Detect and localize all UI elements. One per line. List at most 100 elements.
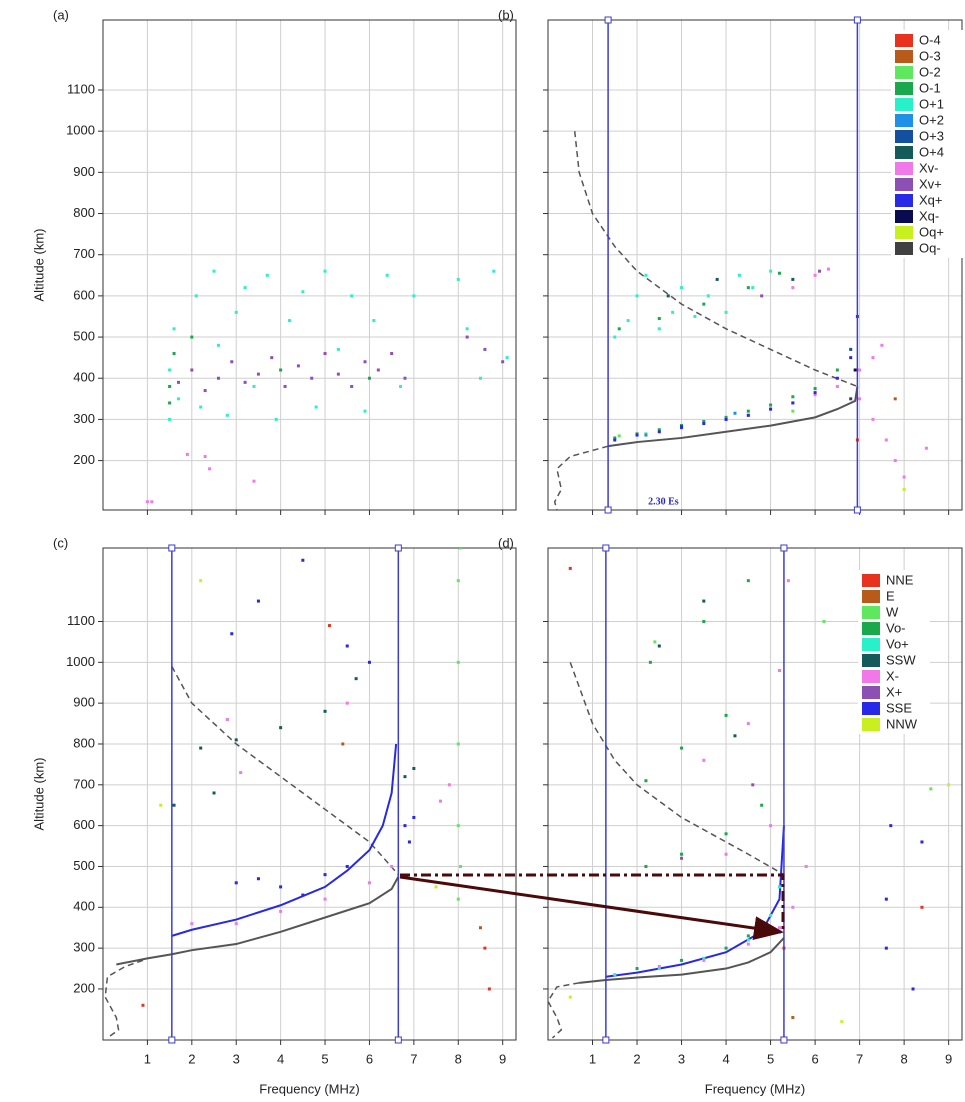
legend-swatch <box>895 82 913 95</box>
marker-handle <box>853 16 861 24</box>
legend-swatch <box>862 590 880 603</box>
data-point <box>835 376 839 380</box>
panel-label: (d) <box>498 535 514 550</box>
data-point <box>760 294 764 298</box>
data-point <box>208 467 212 471</box>
x-tick-label: 1 <box>144 1051 151 1066</box>
profile-line <box>104 959 144 1039</box>
data-point <box>702 599 706 603</box>
legend-label: O-3 <box>919 48 941 63</box>
data-point <box>617 434 621 438</box>
data-point <box>613 973 617 977</box>
data-point <box>323 709 327 713</box>
data-point <box>657 967 661 971</box>
data-point <box>456 277 460 281</box>
data-point <box>791 409 795 413</box>
panel-label: (a) <box>53 7 69 22</box>
x-tick-label: 1 <box>589 1051 596 1066</box>
legend-label: W <box>886 604 899 619</box>
marker-handle <box>602 544 610 552</box>
data-point <box>172 352 176 356</box>
data-point <box>310 376 314 380</box>
x-tick-label: 4 <box>722 1051 729 1066</box>
y-tick-label: 200 <box>73 452 95 467</box>
data-point <box>733 411 737 415</box>
x-tick-label: 5 <box>321 1051 328 1066</box>
y-tick-label: 900 <box>73 164 95 179</box>
data-point <box>706 294 710 298</box>
data-point <box>256 372 260 376</box>
plot-frame <box>102 19 517 511</box>
data-point <box>635 967 639 971</box>
legend-swatch <box>895 178 913 191</box>
data-point <box>746 409 750 413</box>
marker-handle <box>168 1036 176 1044</box>
data-point <box>203 389 207 393</box>
data-point <box>458 864 462 868</box>
data-point <box>296 364 300 368</box>
y-tick-label: 300 <box>73 411 95 426</box>
legend-swatch <box>895 114 913 127</box>
data-point <box>840 1020 844 1024</box>
data-point <box>871 417 875 421</box>
profile-line <box>569 662 785 876</box>
y-axis-label: Altitude (km) <box>31 758 46 831</box>
x-tick-label: 2 <box>188 1051 195 1066</box>
y-tick-label: 1000 <box>66 123 95 138</box>
data-point <box>680 958 684 962</box>
x-tick-label: 9 <box>499 1051 506 1066</box>
data-point <box>456 897 460 901</box>
legend-label: X- <box>886 668 899 683</box>
data-point <box>363 360 367 364</box>
data-point <box>230 632 234 636</box>
legend-label: O-2 <box>919 64 941 79</box>
data-point <box>702 302 706 306</box>
data-point <box>791 277 795 281</box>
marker-handle <box>780 544 788 552</box>
y-tick-label: 500 <box>73 328 95 343</box>
y-tick-label: 1100 <box>67 81 95 96</box>
data-point <box>483 347 487 351</box>
legend-label: O-1 <box>919 80 941 95</box>
profile-line <box>171 743 398 937</box>
data-point <box>279 885 283 889</box>
profile-line <box>553 445 609 510</box>
data-point <box>777 271 781 275</box>
plot-frame <box>547 19 963 511</box>
data-point <box>439 799 443 803</box>
data-point <box>791 401 795 405</box>
data-point <box>199 579 203 583</box>
y-tick-label: 300 <box>73 940 95 955</box>
legend-label: O+2 <box>919 112 944 127</box>
data-point <box>367 376 371 380</box>
data-point <box>492 269 496 273</box>
data-point <box>769 269 773 273</box>
data-point <box>385 273 389 277</box>
legend-swatch <box>862 574 880 587</box>
data-point <box>390 352 394 356</box>
data-point <box>279 909 283 913</box>
y-tick-label: 1000 <box>66 654 95 669</box>
legend-label: E <box>886 588 895 603</box>
data-point <box>234 738 238 742</box>
data-point <box>301 558 305 562</box>
marker-handle <box>602 1036 610 1044</box>
y-tick-label: 700 <box>73 776 95 791</box>
x-tick-label: 3 <box>233 1051 240 1066</box>
data-point <box>791 1016 795 1020</box>
data-point <box>216 376 220 380</box>
data-point <box>265 273 269 277</box>
marker-handle <box>604 16 612 24</box>
data-point <box>225 413 229 417</box>
legend-label: SSW <box>886 652 916 667</box>
y-tick-label: 1100 <box>67 613 95 628</box>
data-point <box>680 856 684 860</box>
legend-label: Xq+ <box>919 192 943 207</box>
marker-handle <box>394 544 402 552</box>
profile-line <box>605 825 785 978</box>
y-axis-label: Altitude (km) <box>31 229 46 302</box>
data-point <box>746 413 750 417</box>
data-point <box>680 426 684 430</box>
data-point <box>818 269 822 273</box>
data-point <box>902 487 906 491</box>
